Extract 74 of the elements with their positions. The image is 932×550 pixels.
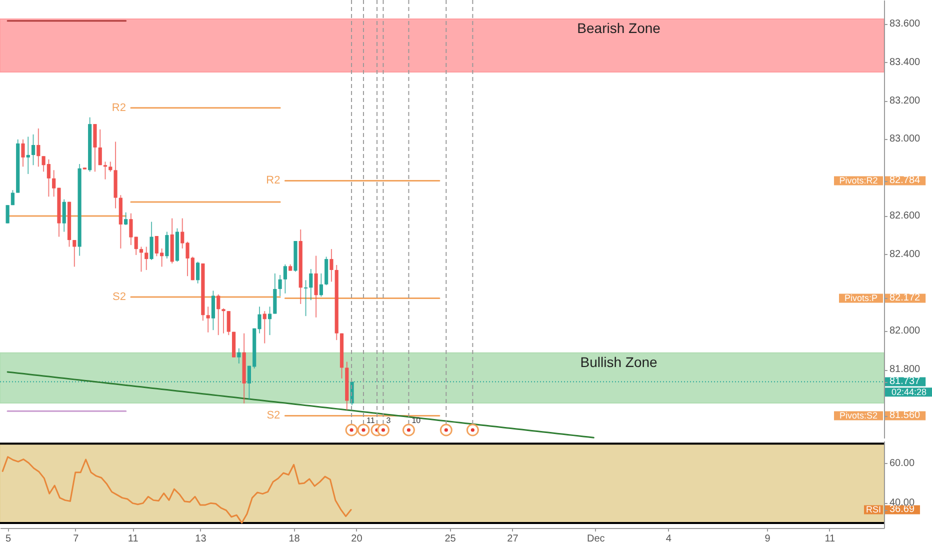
- candlestick: [108, 161, 112, 172]
- candlestick: [268, 306, 272, 336]
- candlestick: [330, 248, 334, 282]
- candlestick: [21, 138, 25, 168]
- candlestick: [237, 348, 241, 364]
- candlestick: [278, 274, 282, 297]
- annotation: Pivots:R2: [839, 176, 878, 186]
- series-label: R2: [112, 102, 126, 114]
- candlestick: [314, 255, 318, 318]
- x-tick-label: 11: [128, 534, 139, 544]
- x-tick-label: 5: [6, 534, 12, 544]
- y-tick-label: 81.737: [890, 376, 921, 388]
- candlestick: [309, 268, 313, 301]
- y-tick-label: 81.560: [890, 410, 921, 422]
- annotation: 3: [386, 416, 392, 425]
- text: 02:44:28: [891, 387, 927, 398]
- x-tick-label: 27: [507, 534, 519, 544]
- x-tick-label: 11: [824, 534, 836, 544]
- candlestick: [196, 261, 200, 284]
- y-tick-label: 83.000: [890, 134, 921, 145]
- x-tick-label: 13: [195, 534, 207, 544]
- candlestick: [319, 272, 323, 298]
- line-series: [6, 371, 594, 438]
- candlestick: [31, 134, 36, 166]
- annotation: Pivots:S2: [839, 410, 878, 421]
- series-label: S2: [112, 291, 126, 304]
- x-tick-label: 4: [666, 534, 672, 544]
- x-tick-label: 25: [444, 534, 456, 544]
- y-tick-label: 83.400: [890, 56, 921, 68]
- candlestick: [283, 264, 287, 294]
- band-label: Bearish Zone: [577, 20, 661, 36]
- candlestick: [165, 231, 169, 259]
- candlestick: [211, 290, 216, 331]
- candlestick: [26, 136, 30, 174]
- candlestick: [144, 246, 148, 270]
- candlestick: [62, 198, 66, 232]
- x-tick-label: 7: [73, 534, 80, 544]
- y-tick-label: 82.784: [890, 175, 921, 186]
- y-tick-label: 82.000: [890, 326, 921, 337]
- annotation: 11: [366, 416, 376, 425]
- candlestick: [226, 310, 230, 336]
- annotation: RSI: [866, 504, 882, 515]
- y-tick-label: 81.800: [890, 364, 921, 376]
- y-tick-label: 83.200: [890, 95, 921, 106]
- candlestick: [36, 128, 40, 168]
- candlestick: [304, 280, 308, 317]
- annotation: Pivots:P: [844, 293, 878, 304]
- candlestick: [72, 240, 76, 268]
- candlestick: [206, 306, 210, 333]
- x-tick-label: Dec: [587, 534, 605, 544]
- candlestick: [10, 190, 15, 206]
- band-label: Bullish Zone: [580, 354, 658, 370]
- x-tick-label: 18: [288, 534, 300, 544]
- y-tick-label: 83.600: [890, 18, 921, 30]
- x-tick-label: 20: [351, 534, 363, 544]
- y-tick-label: 82.172: [890, 292, 921, 304]
- candlestick: [150, 221, 154, 260]
- candlestick: [262, 310, 266, 344]
- candlestick: [93, 124, 97, 172]
- annotation: 10: [412, 416, 422, 425]
- series-label: S2: [266, 410, 280, 422]
- candlestick: [222, 308, 226, 334]
- y-tick-label: 82.400: [890, 248, 921, 260]
- series-label: R2: [266, 174, 280, 187]
- candlestick: [103, 161, 108, 180]
- candlestick: [6, 204, 10, 224]
- y-tick-label: 60.00: [890, 458, 915, 469]
- candlestick: [139, 246, 144, 272]
- candlestick: [216, 294, 220, 336]
- x-tick-label: 9: [764, 534, 771, 544]
- y-tick-label: 82.600: [890, 210, 921, 222]
- candlestick: [124, 212, 128, 226]
- line-series: [2, 456, 352, 524]
- candlestick: [98, 128, 102, 166]
